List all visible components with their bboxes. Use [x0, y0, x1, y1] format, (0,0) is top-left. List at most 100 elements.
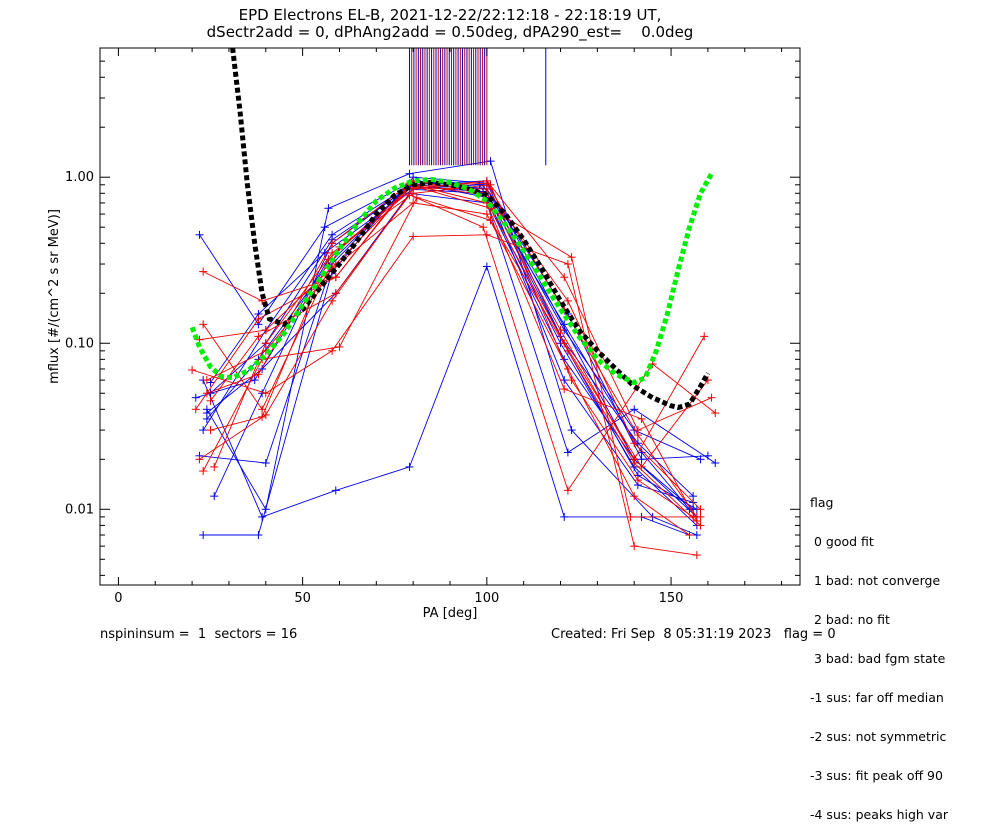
- data-point: [206, 426, 215, 435]
- data-point: [696, 521, 705, 530]
- data-point: [700, 332, 709, 341]
- data-point: [335, 342, 344, 351]
- data-point: [486, 157, 495, 166]
- data-point: [195, 455, 204, 464]
- data-point: [210, 462, 219, 471]
- series-line-20: [195, 182, 709, 468]
- y-axis-label: mflux [#/(cm^2 s sr MeV)]: [47, 209, 62, 384]
- flag-legend: flag 0 good fit 1 bad: not converge 2 ba…: [810, 470, 948, 834]
- data-point: [560, 273, 569, 282]
- footer-left: nspininsum = 1 sectors = 16: [100, 627, 298, 642]
- data-point: [626, 512, 635, 521]
- data-point: [405, 462, 414, 471]
- x-tick-label: 50: [294, 591, 311, 606]
- series-line-18: [210, 187, 701, 510]
- data-point: [261, 459, 270, 468]
- data-point: [409, 232, 418, 241]
- legend-item: -1 sus: far off median: [810, 690, 944, 705]
- data-point: [409, 198, 418, 207]
- data-point: [633, 431, 642, 440]
- data-point: [692, 551, 701, 560]
- x-axis-label: PA [deg]: [423, 606, 478, 621]
- spike-lines-group: [408, 48, 547, 166]
- series-line-13: [202, 184, 701, 518]
- data-point: [258, 412, 267, 421]
- legend-item: 1 bad: not converge: [810, 573, 941, 588]
- data-point: [696, 455, 705, 464]
- series-line-21: [206, 202, 690, 536]
- series-line-9: [202, 182, 694, 503]
- data-point: [328, 239, 337, 248]
- data-point: [692, 531, 701, 540]
- legend-item: 0 good fit: [810, 534, 874, 549]
- data-point: [188, 366, 197, 375]
- series-line-10: [206, 192, 716, 464]
- legend-item: 2 bad: no fit: [810, 612, 890, 627]
- x-tick-label: 0: [114, 591, 122, 606]
- data-point: [320, 223, 329, 232]
- data-point: [563, 448, 572, 457]
- data-point: [331, 486, 340, 495]
- x-tick-label: 100: [474, 591, 499, 606]
- series-line-5: [213, 180, 701, 497]
- data-point: [486, 216, 495, 225]
- series-line-8: [195, 185, 698, 526]
- data-point: [637, 414, 646, 423]
- data-point: [254, 314, 263, 323]
- data-point: [556, 326, 565, 335]
- data-point: [685, 531, 694, 540]
- data-point: [199, 426, 208, 435]
- data-point: [482, 210, 491, 219]
- data-point: [630, 405, 639, 414]
- data-point: [405, 169, 414, 178]
- data-point: [331, 273, 340, 282]
- data-point: [199, 531, 208, 540]
- data-point: [254, 531, 263, 540]
- data-point: [199, 267, 208, 276]
- data-point: [202, 376, 211, 385]
- data-point: [630, 439, 639, 448]
- data-point: [258, 405, 267, 414]
- data-point: [328, 296, 337, 305]
- data-point: [563, 364, 572, 373]
- fit-curve-1: [189, 172, 714, 386]
- legend-title: flag: [810, 495, 834, 510]
- legend-item: -2 sus: not symmetric: [810, 729, 947, 744]
- data-point: [630, 542, 639, 551]
- fit-curves-group: [189, 48, 714, 411]
- series-line-2: [206, 160, 697, 536]
- series-line-19: [213, 184, 694, 518]
- x-tick-label: 150: [659, 591, 684, 606]
- data-series-group: [188, 157, 720, 560]
- data-point: [482, 262, 491, 271]
- series-line-15: [202, 197, 716, 492]
- fit-curve-0: [230, 48, 711, 411]
- data-point: [206, 396, 215, 405]
- data-point: [199, 467, 208, 476]
- data-point: [711, 459, 720, 468]
- chart-title: EPD Electrons EL-B, 2021-12-22/22:12:18 …: [238, 6, 662, 24]
- data-point: [195, 230, 204, 239]
- data-point: [261, 389, 270, 398]
- data-point: [250, 376, 259, 385]
- series-line-4: [202, 265, 690, 536]
- chart-subtitle: dSectr2add = 0, dPhAng2add = 0.50deg, dP…: [206, 23, 694, 41]
- data-point: [191, 405, 200, 414]
- y-tick-label: 0.10: [65, 336, 94, 351]
- axes-group: 0 50 100 150 0.01 0.10 1.00: [65, 47, 800, 606]
- data-point: [258, 512, 267, 521]
- data-point: [711, 409, 720, 418]
- legend-item: -3 sus: fit peak off 90: [810, 768, 943, 783]
- data-point: [258, 364, 267, 373]
- data-point: [560, 339, 569, 348]
- data-point: [261, 505, 270, 514]
- data-point: [633, 476, 642, 485]
- data-point: [202, 409, 211, 418]
- data-point: [560, 385, 569, 394]
- series-line-17: [199, 184, 698, 522]
- data-point: [560, 320, 569, 329]
- chart-canvas: 0 50 100 150 0.01 0.10 1.00 PA [deg] mflux [#/…: [47, 47, 801, 621]
- data-point: [707, 393, 716, 402]
- data-point: [696, 505, 705, 514]
- data-point: [328, 230, 337, 239]
